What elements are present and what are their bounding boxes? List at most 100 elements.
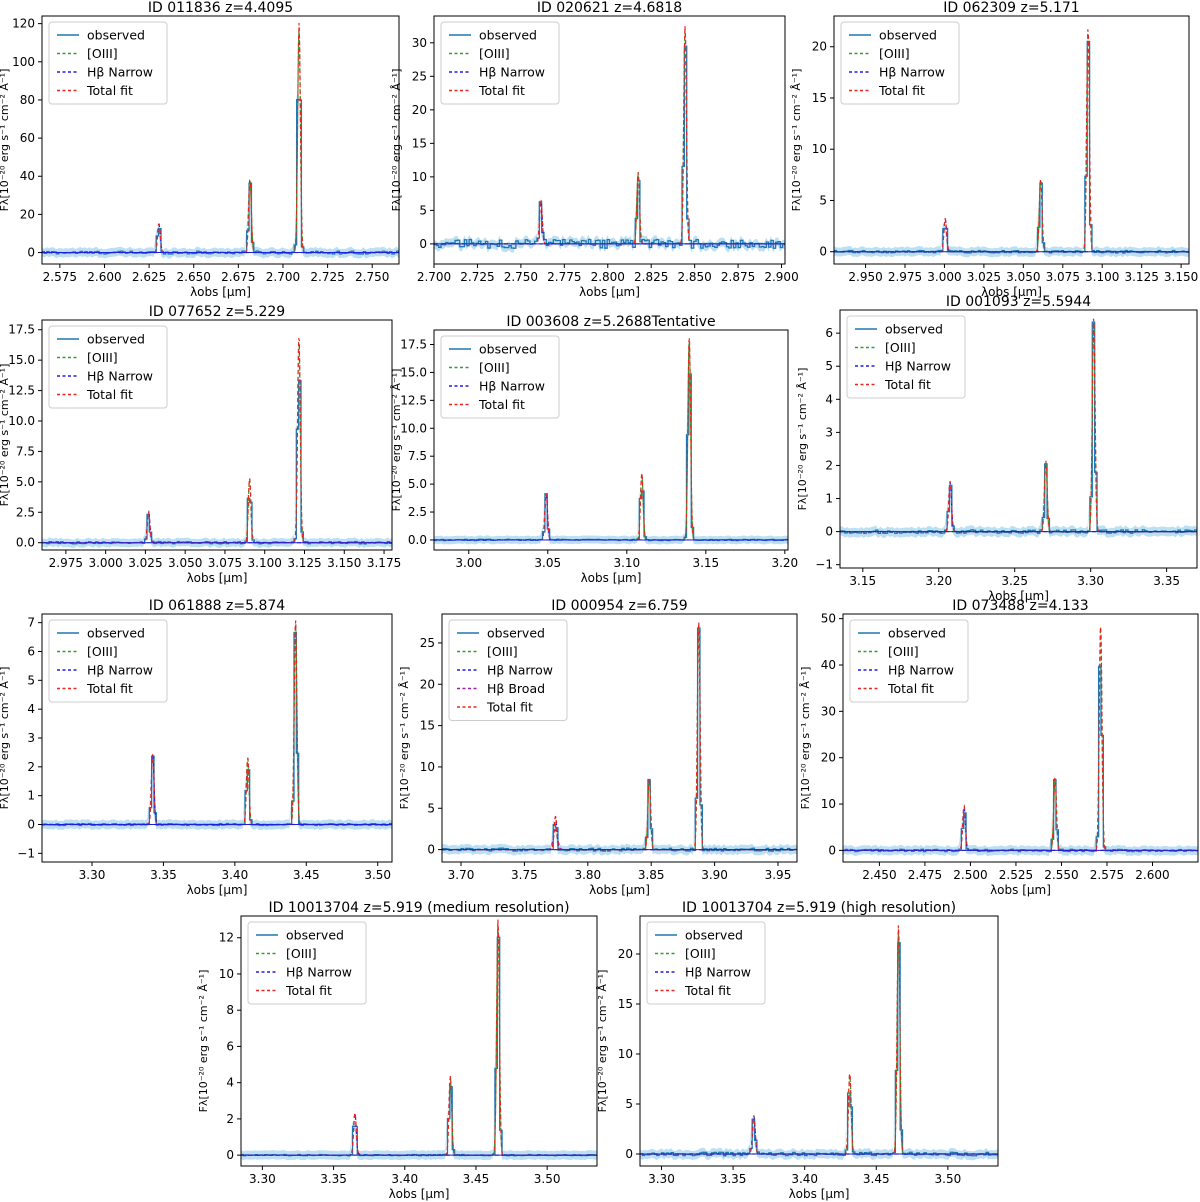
x-axis-label: λobs [μm] xyxy=(981,285,1042,299)
legend-box xyxy=(48,325,168,409)
error-band xyxy=(42,95,399,259)
y-tick-label: 5.0 xyxy=(408,477,427,491)
legend-entry: Hβ Broad xyxy=(487,681,545,696)
x-tick-label: 3.025 xyxy=(128,556,162,570)
y-tick-label: 0 xyxy=(419,237,427,251)
y-tick-label: 60 xyxy=(20,131,35,145)
plot-area xyxy=(42,620,392,830)
axes-frame xyxy=(240,915,598,1167)
y-tick-label: 40 xyxy=(821,658,836,672)
y-tick-label: 4 xyxy=(226,1076,234,1090)
legend: observed [OIII] Hβ Narrow Total fit xyxy=(48,325,168,409)
x-tick-label: 3.125 xyxy=(1124,270,1158,284)
y-tick-label: 15 xyxy=(812,91,827,105)
y-tick-label: 25 xyxy=(412,69,427,83)
y-tick-label: 5.0 xyxy=(16,475,35,489)
y-tick-label: 3 xyxy=(27,731,35,745)
panel-title: ID 003608 z=5.2688Tentative xyxy=(506,314,715,330)
y-tick-label: 40 xyxy=(20,169,35,183)
x-axis-label: λobs [μm] xyxy=(389,1187,450,1201)
x-tick-label: 3.35 xyxy=(720,1172,747,1186)
y-tick-label: −1 xyxy=(17,846,35,860)
legend-entry: [OIII] xyxy=(286,946,317,961)
x-tick-label: 2.600 xyxy=(1135,868,1169,882)
x-tick-label: 2.725 xyxy=(310,270,344,284)
y-tick-label: 10 xyxy=(618,1047,633,1061)
legend-box xyxy=(48,619,168,703)
axes-frame xyxy=(441,613,798,863)
y-tick-label: 5 xyxy=(27,673,35,687)
y-tick-label: 17.5 xyxy=(8,323,35,337)
plot-area xyxy=(840,317,1197,538)
panel-6: 3.15 3.20 3.25 3.30 3.35 −1 0 1 2 3 4 5 6 ID 001093 z… xyxy=(796,294,1198,603)
x-tick-label: 3.50 xyxy=(534,1172,561,1186)
legend-entry: [OIII] xyxy=(87,644,118,659)
legend-entry: Total fit xyxy=(478,83,525,98)
y-axis-label: Fλ[10⁻²⁰ erg s⁻¹ cm⁻² Å⁻¹] xyxy=(197,970,210,1113)
y-tick-label: 5 xyxy=(625,1097,633,1111)
y-tick-label: 0 xyxy=(27,818,35,832)
y-tick-label: 6 xyxy=(226,1039,234,1053)
x-tick-label: 2.450 xyxy=(862,868,896,882)
axes-frame xyxy=(41,319,393,551)
x-tick-label: 2.700 xyxy=(417,270,451,284)
plot-area xyxy=(843,626,1198,857)
y-tick-label: 0 xyxy=(427,843,435,857)
legend-entry: Hβ Narrow xyxy=(487,663,553,678)
legend: observed [OIII] Hβ Narrow Total fit xyxy=(846,315,966,399)
x-tick-label: 2.675 xyxy=(221,270,255,284)
y-tick-label: 0 xyxy=(828,843,836,857)
legend-entry: Hβ Narrow xyxy=(479,65,545,80)
x-tick-label: 2.850 xyxy=(677,270,711,284)
x-axis-label: λobs [μm] xyxy=(988,589,1049,603)
y-tick-label: 2 xyxy=(825,458,833,472)
panel-5: 3.00 3.05 3.10 3.15 3.20 0.0 2.5 5.0 7.5 10.0 12.5… xyxy=(390,314,798,585)
x-tick-label: 3.40 xyxy=(221,868,248,882)
observed-line xyxy=(442,627,797,852)
x-tick-label: 2.750 xyxy=(355,270,389,284)
legend-entry: observed xyxy=(87,28,145,43)
axes-frame xyxy=(433,329,789,551)
legend-entry: [OIII] xyxy=(479,360,510,375)
y-tick-label: 1 xyxy=(825,492,833,506)
x-tick-label: 3.35 xyxy=(150,868,177,882)
y-tick-label: 10.0 xyxy=(8,414,35,428)
legend-entry: observed xyxy=(885,322,943,337)
y-tick-label: 100 xyxy=(12,55,35,69)
x-tick-label: 3.075 xyxy=(208,556,242,570)
x-tick-label: 2.575 xyxy=(43,270,77,284)
y-axis-label: Fλ[10⁻²⁰ erg s⁻¹ cm⁻² Å⁻¹] xyxy=(796,368,809,511)
x-tick-label: 2.525 xyxy=(999,868,1033,882)
legend-entry: observed xyxy=(479,342,537,357)
y-tick-label: 20 xyxy=(420,677,435,691)
hb-narrow-model-line xyxy=(640,1115,998,1155)
y-tick-label: 120 xyxy=(12,17,35,31)
legend-box xyxy=(440,21,560,105)
hb-narrow-model-line xyxy=(434,494,788,541)
panel-title: ID 000954 z=6.759 xyxy=(551,598,687,614)
y-tick-label: 30 xyxy=(821,704,836,718)
y-axis-label: Fλ[10⁻²⁰ erg s⁻¹ cm⁻² Å⁻¹] xyxy=(398,667,411,810)
y-tick-label: 4 xyxy=(27,702,35,716)
x-tick-label: 3.05 xyxy=(534,556,561,570)
hb-narrow-model-line xyxy=(42,755,392,826)
legend-entry: Hβ Narrow xyxy=(685,965,751,980)
x-tick-label: 3.025 xyxy=(967,270,1001,284)
x-tick-label: 3.125 xyxy=(287,556,321,570)
x-tick-label: 3.150 xyxy=(327,556,361,570)
x-tick-label: 3.000 xyxy=(88,556,122,570)
plot-area xyxy=(42,338,392,548)
legend-box xyxy=(646,921,766,1005)
x-tick-label: 3.30 xyxy=(1077,574,1104,588)
legend: observed [OIII] Hβ Narrow Total fit xyxy=(48,21,168,105)
x-tick-label: 3.85 xyxy=(638,868,665,882)
y-tick-label: 0 xyxy=(819,245,827,259)
x-tick-label: 3.45 xyxy=(463,1172,490,1186)
x-tick-label: 2.800 xyxy=(591,270,625,284)
y-tick-label: 80 xyxy=(20,93,35,107)
x-tick-label: 3.50 xyxy=(935,1172,962,1186)
plot-area xyxy=(834,29,1189,258)
y-tick-label: 3 xyxy=(825,425,833,439)
legend-box xyxy=(247,921,367,1005)
legend: observed [OIII] Hβ Narrow Total fit xyxy=(840,21,960,105)
